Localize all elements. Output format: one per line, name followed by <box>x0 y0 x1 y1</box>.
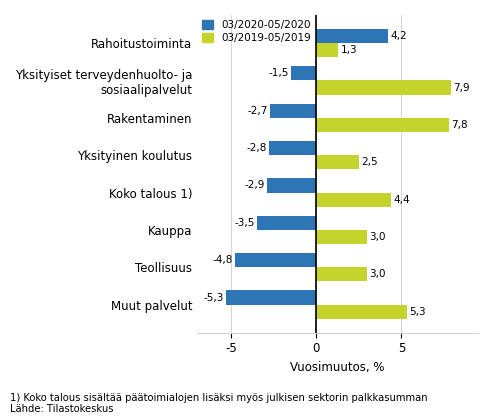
Text: -4,8: -4,8 <box>212 255 233 265</box>
Text: -2,7: -2,7 <box>248 106 268 116</box>
Legend: 03/2020-05/2020, 03/2019-05/2019: 03/2020-05/2020, 03/2019-05/2019 <box>203 20 311 43</box>
Bar <box>257 216 317 230</box>
Bar <box>270 104 317 118</box>
Bar <box>317 118 449 132</box>
Bar <box>317 230 367 244</box>
Bar <box>317 80 451 94</box>
Text: 1,3: 1,3 <box>341 45 357 55</box>
Bar <box>267 178 317 193</box>
Bar <box>269 141 317 155</box>
Bar <box>226 290 317 305</box>
Bar <box>235 253 317 267</box>
Text: 7,9: 7,9 <box>453 82 470 92</box>
Text: 1) Koko talous sisältää päätoimialojen lisäksi myös julkisen sektorin palkkasumm: 1) Koko talous sisältää päätoimialojen l… <box>10 394 427 404</box>
Bar <box>317 29 388 43</box>
Text: 5,3: 5,3 <box>409 307 425 317</box>
Text: -1,5: -1,5 <box>268 68 288 78</box>
Text: 3,0: 3,0 <box>370 270 386 280</box>
Text: 3,0: 3,0 <box>370 232 386 242</box>
Bar <box>317 267 367 282</box>
Bar <box>317 305 407 319</box>
Bar <box>317 155 359 169</box>
Text: -3,5: -3,5 <box>234 218 254 228</box>
Text: 4,4: 4,4 <box>393 195 410 205</box>
Text: 4,2: 4,2 <box>390 31 407 41</box>
Text: Lähde: Tilastokeskus: Lähde: Tilastokeskus <box>10 404 113 414</box>
Bar <box>317 43 339 57</box>
X-axis label: Vuosimuutos, %: Vuosimuutos, % <box>290 361 385 374</box>
Text: 7,8: 7,8 <box>451 120 468 130</box>
Text: -2,8: -2,8 <box>246 143 267 153</box>
Bar <box>317 193 391 207</box>
Text: -5,3: -5,3 <box>204 292 224 302</box>
Text: 2,5: 2,5 <box>361 157 378 167</box>
Bar <box>291 66 317 80</box>
Text: -2,9: -2,9 <box>245 181 265 191</box>
